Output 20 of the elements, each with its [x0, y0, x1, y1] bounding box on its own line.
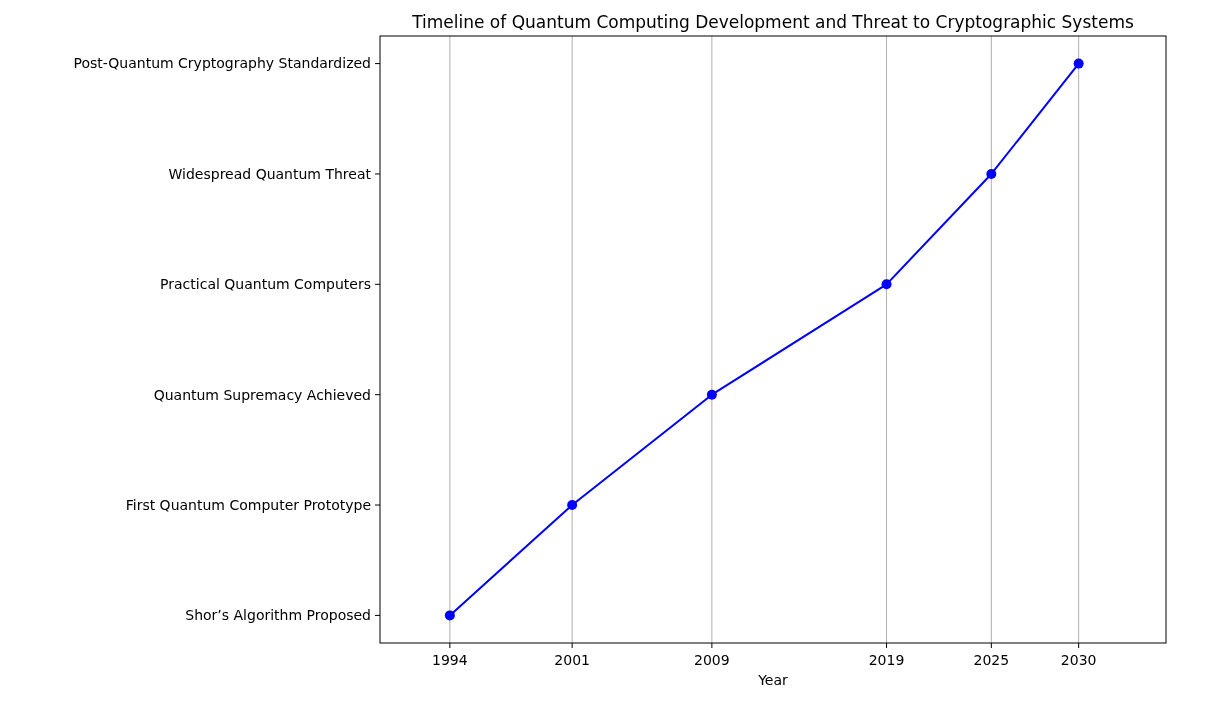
point	[567, 500, 578, 511]
point	[706, 389, 717, 400]
x-tick-label: 2025	[973, 652, 1010, 668]
y-tick-label: Quantum Supremacy Achieved	[153, 386, 371, 403]
y-tick-label: Widespread Quantum Threat	[168, 165, 372, 182]
y-tick-label: First Quantum Computer Prototype	[125, 496, 371, 513]
x-tick-label: 2019	[868, 652, 905, 668]
x-axis-title: Year	[757, 672, 789, 688]
y-tick-label: Post-Quantum Cryptography Standardized	[73, 55, 371, 72]
x-tick-label: 2030	[1060, 652, 1097, 668]
point	[444, 610, 455, 621]
point	[1073, 58, 1084, 69]
y-tick-label: Practical Quantum Computers	[160, 276, 371, 293]
chart-title: Timeline of Quantum Computing Development and Threat to Cryptographic Systems	[411, 12, 1134, 32]
point	[881, 279, 892, 290]
x-tick-label: 2001	[554, 652, 590, 668]
x-tick-label: 1994	[432, 652, 468, 668]
x-tick-label: 2009	[694, 652, 730, 668]
y-tick-label: Shor’s Algorithm Proposed	[185, 607, 371, 624]
point	[986, 168, 997, 179]
